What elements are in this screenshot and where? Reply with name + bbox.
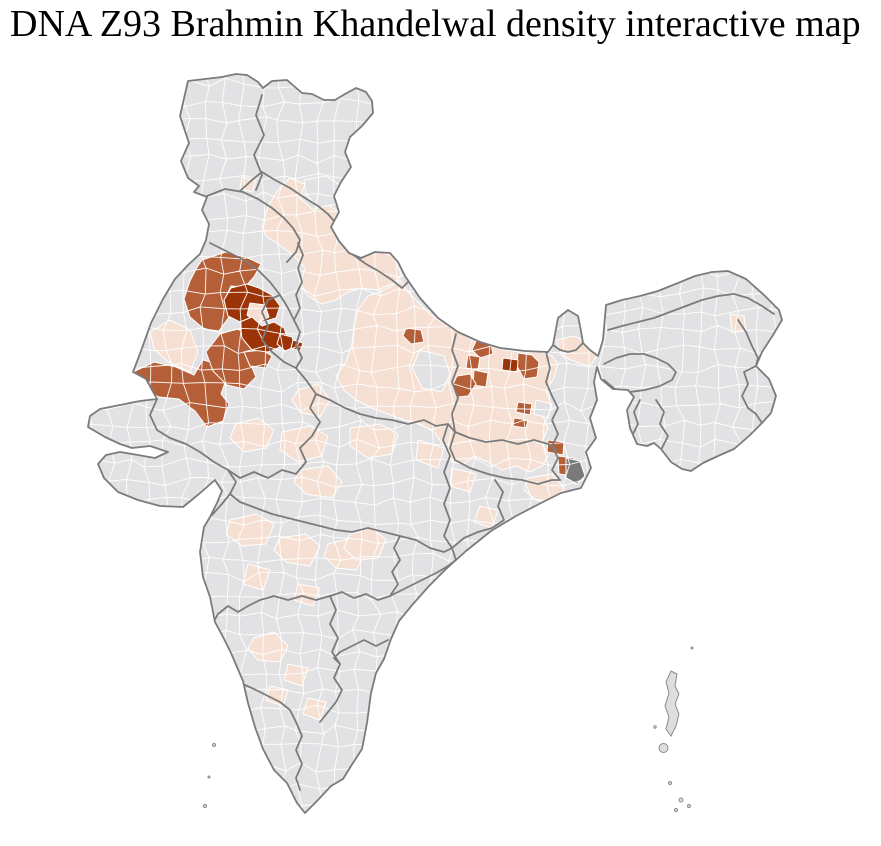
small-island: [653, 725, 657, 729]
india-coastline: [87, 73, 783, 814]
district-region-med[interactable]: [402, 327, 425, 345]
small-island: [212, 743, 216, 747]
district-region-med[interactable]: [132, 359, 230, 428]
small-island: [687, 804, 691, 808]
small-island: [690, 646, 694, 650]
small-island: [678, 797, 684, 803]
district-region-med[interactable]: [451, 373, 477, 398]
district-region-high[interactable]: [501, 357, 519, 373]
district-region-low[interactable]: [247, 631, 289, 663]
district-region-low[interactable]: [415, 439, 445, 469]
district-region-low[interactable]: [293, 583, 321, 607]
andaman-island: [658, 743, 669, 753]
district-region-low[interactable]: [242, 563, 271, 591]
india-landmass: [88, 74, 782, 813]
small-island: [203, 804, 207, 808]
small-island: [207, 775, 211, 779]
small-island: [668, 781, 672, 785]
map-title: DNA Z93 Brahmin Khandelwal density inter…: [10, 3, 861, 45]
andaman-main-island: [664, 670, 680, 737]
islands: [203, 646, 694, 812]
district-region-med[interactable]: [465, 354, 481, 371]
small-island: [674, 808, 678, 812]
